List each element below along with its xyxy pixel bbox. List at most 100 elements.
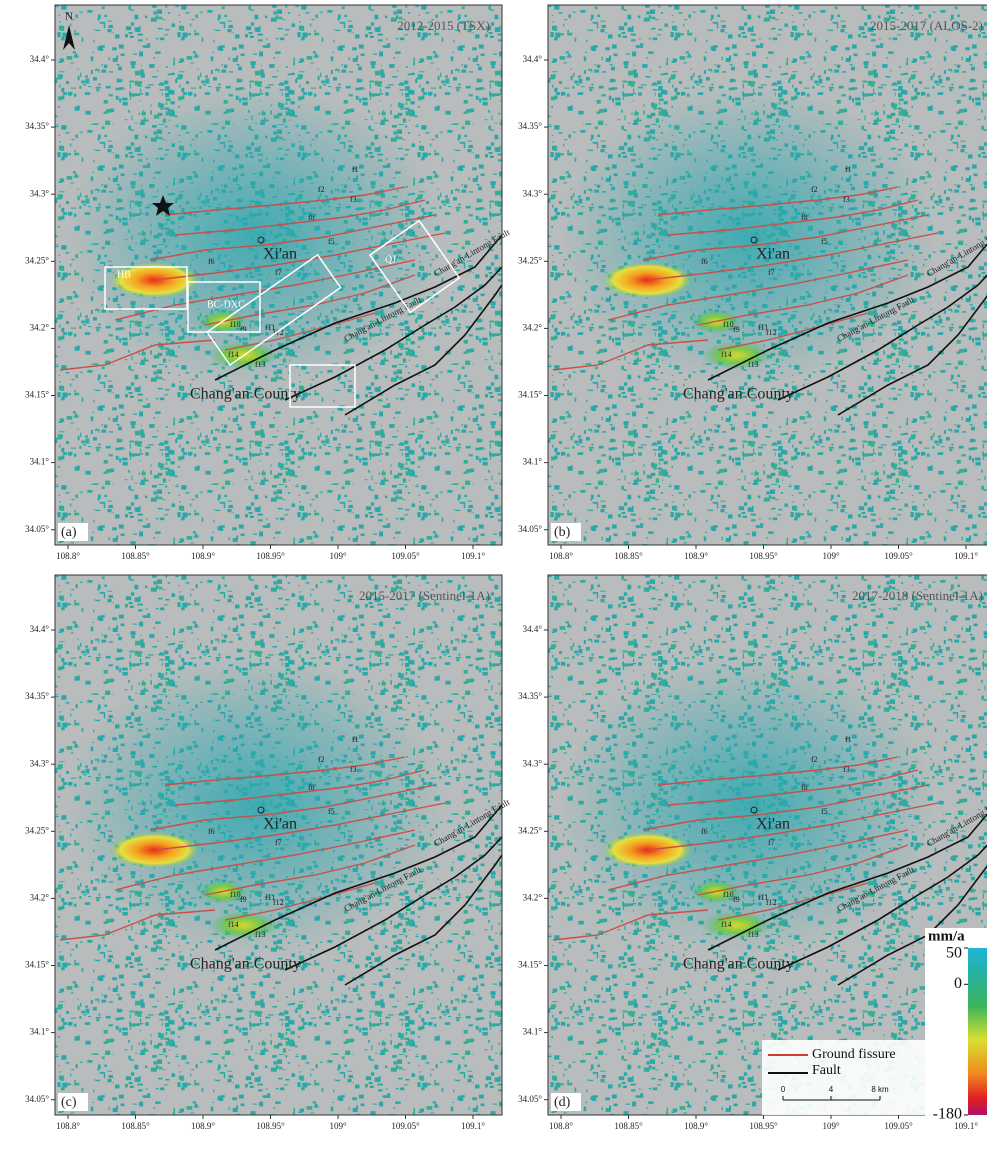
colorbar-tick-label: 50	[946, 945, 962, 962]
deformation-zone	[109, 832, 199, 868]
lon-tick-label: 108.85°	[614, 1121, 643, 1131]
lat-tick-label: 34.2°	[30, 892, 50, 902]
fissure-label: f3	[350, 765, 357, 774]
lon-tick-label: 108.95°	[256, 1121, 285, 1131]
lon-tick-label: 109.1°	[461, 1121, 485, 1131]
fissure-label: f14	[721, 920, 732, 929]
urban-area	[558, 655, 938, 955]
lon-tick-label: 109°	[329, 1121, 347, 1131]
lon-tick-label: 108.95°	[749, 551, 778, 561]
lat-tick-label: 34.25°	[518, 255, 542, 265]
lon-tick-label: 108.9°	[191, 1121, 215, 1131]
lon-tick-label: 109°	[822, 551, 840, 561]
panel-title: 2017-2018 (Sentinel-1A)	[852, 588, 983, 603]
lon-tick-label: 109.05°	[884, 551, 913, 561]
lat-tick-label: 34.2°	[30, 322, 50, 332]
urban-area	[65, 655, 445, 955]
fissure-label: f13	[748, 930, 759, 939]
lat-tick-label: 34.3°	[523, 188, 543, 198]
fissure-label: f9	[733, 325, 740, 334]
fissure-label: f12	[766, 328, 777, 337]
fissure-label: f5	[821, 237, 828, 246]
lon-tick-label: 109°	[822, 1121, 840, 1131]
fissure-label: f14	[228, 350, 239, 359]
lat-tick-label: 34.15°	[25, 960, 49, 970]
city-label: Xi'an	[263, 816, 297, 833]
fissure-label: f6	[701, 257, 708, 266]
city-label: Xi'an	[756, 246, 790, 263]
lat-tick-label: 34.35°	[518, 691, 542, 701]
fissure-label: f13	[748, 360, 759, 369]
fissure-label: f5	[328, 807, 335, 816]
fissure-label: f10	[230, 320, 241, 329]
lat-tick-label: 34.25°	[25, 255, 49, 265]
scale-bar-label: 0	[781, 1085, 786, 1094]
fissure-label: f13	[255, 360, 266, 369]
colorbar-unit: mm/a	[928, 928, 965, 944]
county-label: Chang'an County	[683, 386, 794, 403]
lon-tick-label: 108.95°	[749, 1121, 778, 1131]
lat-tick-label: 34.4°	[523, 624, 543, 634]
lat-tick-label: 34.35°	[518, 121, 542, 131]
fissure-label: f7	[768, 838, 775, 847]
fissure-label: f3	[843, 765, 850, 774]
fissure-label: f9	[240, 895, 247, 904]
urban-area	[558, 85, 938, 385]
fissure-label: f14	[721, 350, 732, 359]
fissure-label: f3	[843, 195, 850, 204]
lat-tick-label: 34.3°	[30, 758, 50, 768]
legend-label: Fault	[812, 1063, 841, 1078]
lat-tick-label: 34.1°	[30, 1027, 50, 1037]
lat-tick-label: 34.4°	[30, 54, 50, 64]
fissure-label: f8	[801, 213, 808, 222]
lat-tick-label: 34.2°	[523, 892, 543, 902]
scale-bar-label: 4	[829, 1085, 834, 1094]
panel-label: (d)	[554, 1095, 571, 1110]
colorbar-tick-label: 0	[954, 975, 962, 992]
panel-label: (c)	[61, 1095, 77, 1110]
county-label: Chang'an County	[683, 956, 794, 973]
lon-tick-label: 109.05°	[391, 1121, 420, 1131]
area-label: HB	[117, 269, 131, 280]
lat-tick-label: 34.05°	[25, 1094, 49, 1104]
fissure-label: f2	[318, 755, 325, 764]
fissure-label: f2	[811, 755, 818, 764]
fissure-label: f1	[352, 165, 359, 174]
fissure-label: f9	[733, 895, 740, 904]
lat-tick-label: 34.1°	[523, 1027, 543, 1037]
fissure-label: f6	[208, 257, 215, 266]
fissure-label: f13	[255, 930, 266, 939]
lat-tick-label: 34.15°	[518, 390, 542, 400]
lon-tick-label: 108.8°	[56, 551, 80, 561]
lon-tick-label: 108.95°	[256, 551, 285, 561]
lon-tick-label: 108.85°	[614, 551, 643, 561]
panel-label: (a)	[61, 525, 77, 540]
panel-label: (b)	[554, 525, 571, 540]
map-panel: 2015-2017 (ALOS-2)(b)Xi'anChang'an Count…	[518, 5, 987, 561]
lat-tick-label: 34.25°	[518, 825, 542, 835]
map-panel: 2015-2017 (Sentinel-1A)(c)Xi'anChang'an …	[25, 575, 512, 1131]
colorbar-tick-label: -180	[933, 1106, 962, 1123]
fissure-label: f5	[821, 807, 828, 816]
lat-tick-label: 34.35°	[25, 121, 49, 131]
lat-tick-label: 34.15°	[518, 960, 542, 970]
fissure-label: f7	[275, 838, 282, 847]
fissure-label: f1	[845, 165, 852, 174]
fissure-label: f2	[318, 185, 325, 194]
panel-title: 2015-2017 (Sentinel-1A)	[359, 588, 490, 603]
colorbar	[968, 948, 987, 1115]
fissure-label: f14	[228, 920, 239, 929]
lon-tick-label: 109°	[329, 551, 347, 561]
north-label: N	[65, 11, 73, 23]
fissure-label: f6	[208, 827, 215, 836]
figure: 2012-2015 (TSX) (a) Xi'an Chang'an County Ch…	[0, 0, 987, 1144]
legend-label: Ground fissure	[812, 1047, 896, 1062]
lat-tick-label: 34.4°	[30, 624, 50, 634]
panel-title: 2012-2015 (TSX)	[397, 18, 490, 33]
lon-tick-label: 108.9°	[191, 551, 215, 561]
county-label: Chang'an County	[190, 386, 301, 403]
fissure-label: f10	[230, 890, 241, 899]
lat-tick-label: 34.4°	[523, 54, 543, 64]
fissure-label: f2	[811, 185, 818, 194]
lat-tick-label: 34.1°	[523, 457, 543, 467]
